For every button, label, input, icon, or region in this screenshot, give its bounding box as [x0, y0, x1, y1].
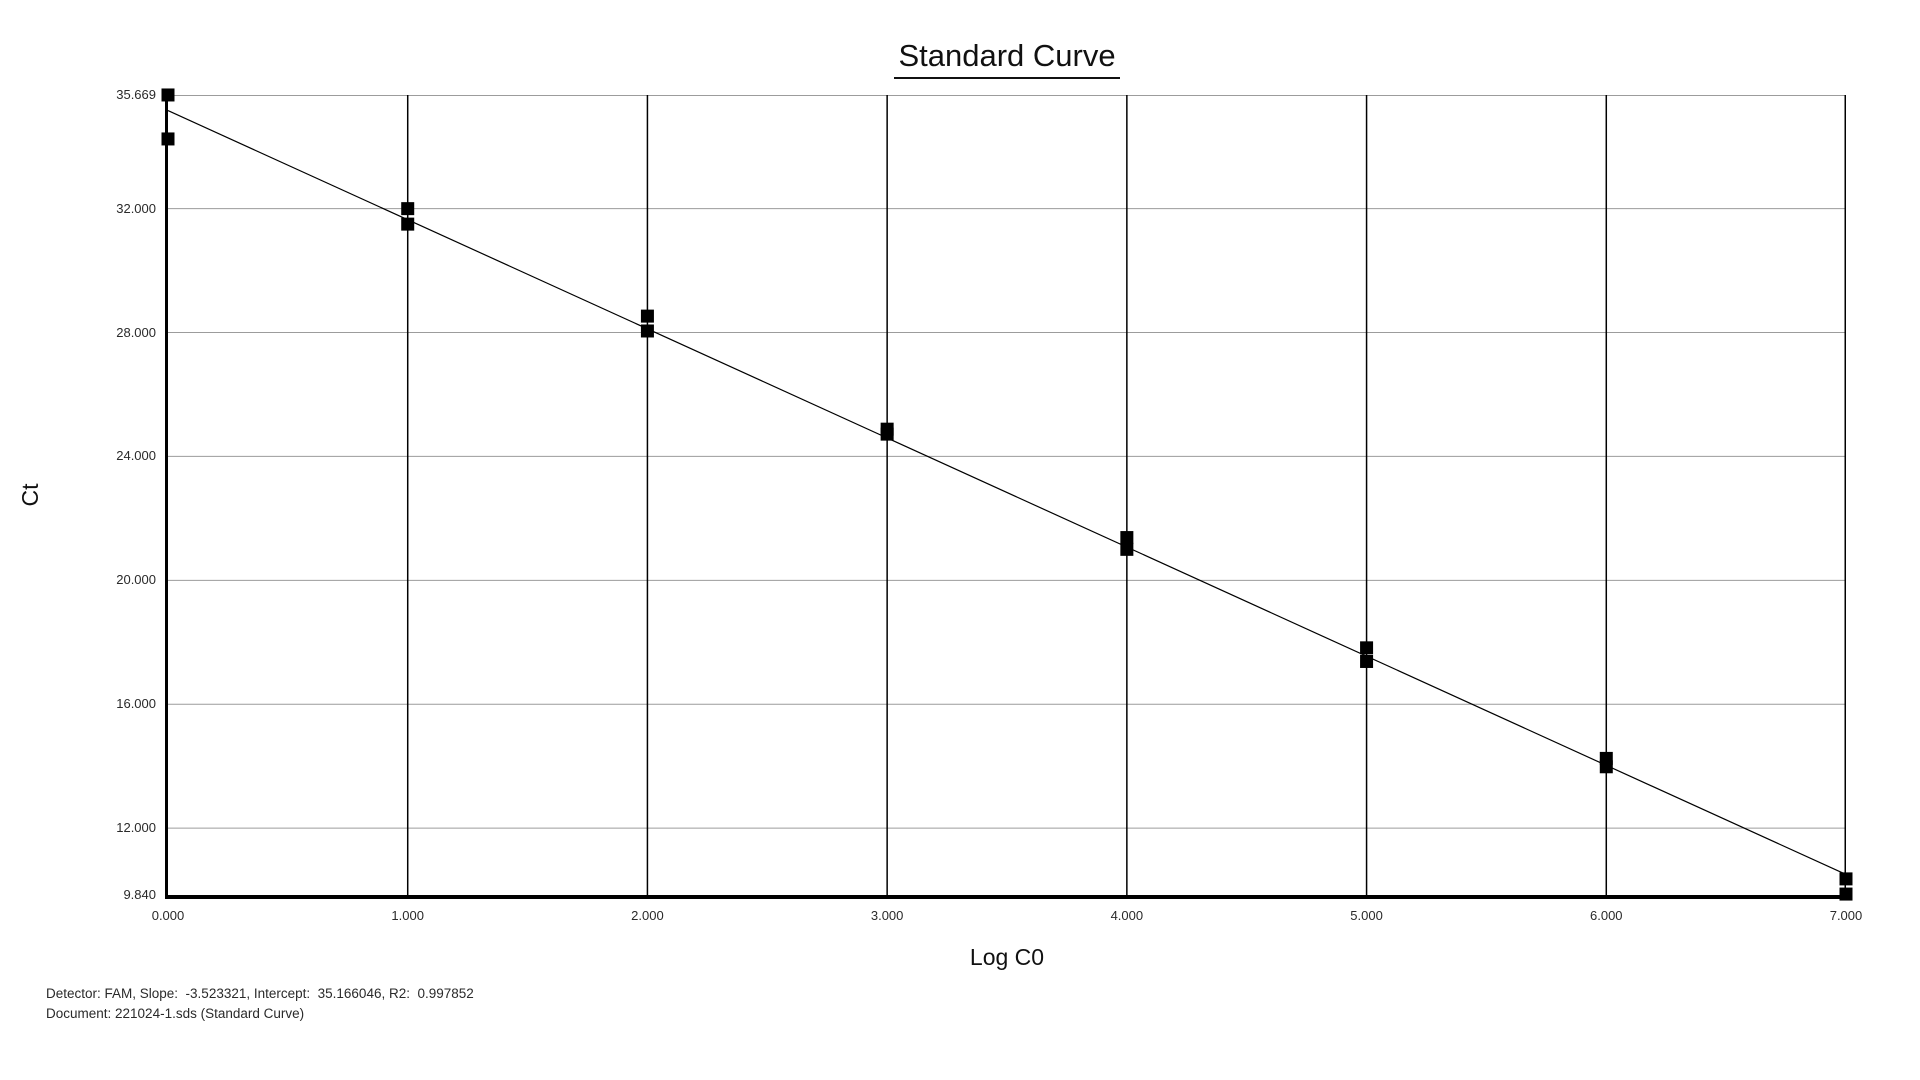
y-tick-label: 32.000: [116, 200, 156, 216]
fit-line: [167, 110, 1847, 876]
stats-line: Detector: FAM, Slope: -3.523321, Interce…: [46, 986, 474, 1001]
x-tick-label: 0.000: [151, 908, 185, 923]
data-point-marker: [1599, 760, 1613, 774]
data-point-marker: [161, 132, 175, 146]
plot-area: [161, 88, 1853, 901]
data-point-marker: [1360, 641, 1374, 655]
x-tick-label: 2.000: [631, 908, 664, 923]
y-tick-label: 9.840: [123, 887, 156, 902]
x-tick-label: 7.000: [1829, 908, 1863, 923]
data-point-marker: [401, 217, 415, 231]
chart-footer: Detector: FAM, Slope: -3.523321, Interce…: [46, 984, 474, 1024]
data-point-marker: [640, 324, 654, 338]
data-point-marker: [401, 202, 415, 216]
y-tick-label: 16.000: [116, 696, 156, 712]
data-point-marker: [1120, 531, 1134, 545]
data-point-marker: [880, 427, 894, 441]
y-tick-label: 24.000: [116, 448, 156, 464]
y-tick-label: 28.000: [116, 324, 156, 340]
data-point-marker: [1839, 887, 1853, 901]
data-point-marker: [1360, 654, 1374, 668]
x-tick-label: 6.000: [1590, 908, 1623, 923]
x-tick-label: 5.000: [1350, 908, 1383, 923]
document-line: Document: 221024-1.sds (Standard Curve): [46, 1006, 305, 1021]
y-axis-label: Ct: [17, 483, 43, 507]
data-point-marker: [1839, 872, 1853, 886]
x-tick-label: 1.000: [391, 908, 424, 923]
x-tick-label: 4.000: [1110, 908, 1144, 923]
data-point-marker: [640, 309, 654, 323]
chart-title: Standard Curve: [168, 38, 1846, 79]
y-tick-label: 20.000: [116, 572, 156, 588]
x-tick-label: 3.000: [870, 908, 904, 923]
y-tick-label: 35.669: [116, 87, 156, 102]
y-tick-label: 12.000: [116, 820, 156, 836]
plot-canvas: [161, 88, 1853, 901]
data-point-marker: [1120, 542, 1134, 556]
chart-title-text: Standard Curve: [894, 38, 1120, 79]
x-axis-label: Log C0: [969, 944, 1045, 970]
data-point-marker: [161, 88, 175, 102]
